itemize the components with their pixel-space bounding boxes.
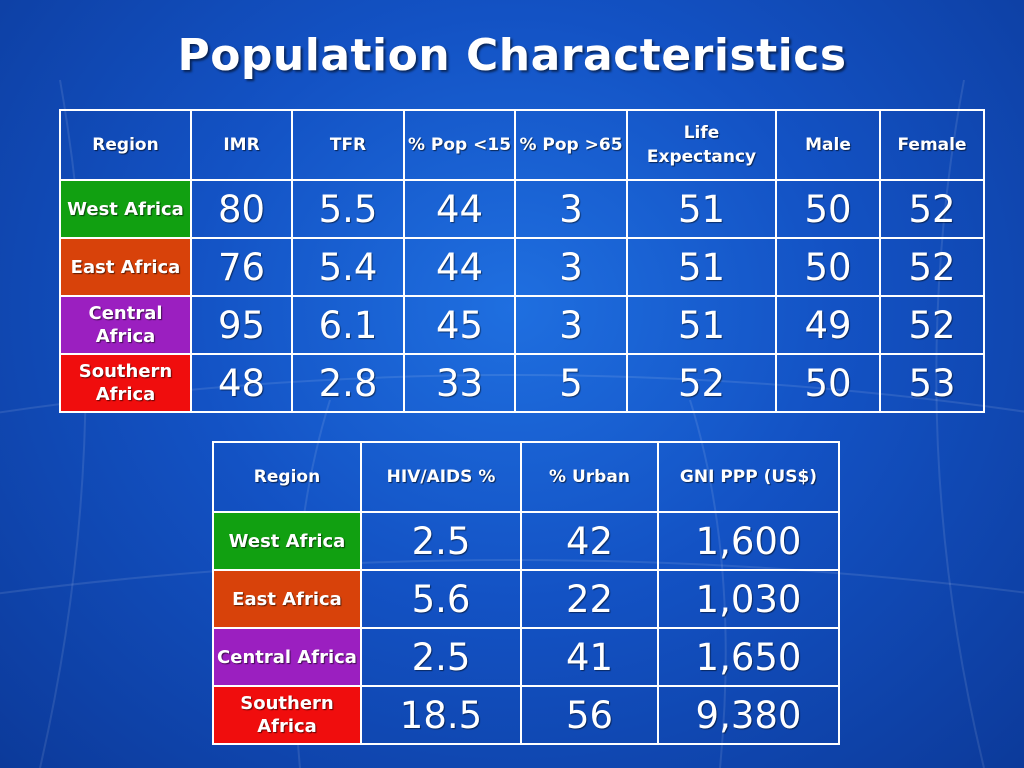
region-cell-southern-africa: Southern Africa <box>212 685 362 745</box>
female-cell: 53 <box>879 353 985 413</box>
header-female: Female <box>879 109 985 181</box>
header-pop-over-65: % Pop >65 <box>514 109 628 181</box>
region-cell-west-africa: West Africa <box>212 511 362 571</box>
imr-cell: 95 <box>190 295 293 355</box>
hiv-aids-cell: 18.5 <box>360 685 522 745</box>
table-row: East Africa 5.6 22 1,030 <box>212 569 840 629</box>
region-cell-southern-africa: Southern Africa <box>59 353 192 413</box>
header-hiv-aids: HIV/AIDS % <box>360 441 522 513</box>
life-expectancy-cell: 51 <box>626 237 777 297</box>
imr-cell: 80 <box>190 179 293 239</box>
table-row: Southern Africa 48 2.8 33 5 52 50 53 <box>59 353 985 413</box>
female-cell: 52 <box>879 179 985 239</box>
header-urban: % Urban <box>520 441 659 513</box>
pop-under-15-cell: 44 <box>403 179 516 239</box>
male-cell: 50 <box>775 179 881 239</box>
tfr-cell: 6.1 <box>291 295 405 355</box>
pop-over-65-cell: 3 <box>514 179 628 239</box>
header-male: Male <box>775 109 881 181</box>
population-table: Region IMR TFR % Pop <15 % Pop >65 Life … <box>59 109 985 413</box>
region-cell-central-africa: Central Africa <box>59 295 192 355</box>
table-row: West Africa 80 5.5 44 3 51 50 52 <box>59 179 985 239</box>
gni-ppp-cell: 1,600 <box>657 511 840 571</box>
table-row: Central Africa 95 6.1 45 3 51 49 52 <box>59 295 985 355</box>
pop-under-15-cell: 45 <box>403 295 516 355</box>
table-row: Central Africa 2.5 41 1,650 <box>212 627 840 687</box>
table-header-row: Region HIV/AIDS % % Urban GNI PPP (US$) <box>212 441 840 513</box>
life-expectancy-cell: 51 <box>626 179 777 239</box>
imr-cell: 48 <box>190 353 293 413</box>
hiv-aids-cell: 2.5 <box>360 511 522 571</box>
header-region: Region <box>59 109 192 181</box>
urban-cell: 42 <box>520 511 659 571</box>
urban-cell: 22 <box>520 569 659 629</box>
economic-health-table: Region HIV/AIDS % % Urban GNI PPP (US$) … <box>212 441 840 745</box>
male-cell: 50 <box>775 353 881 413</box>
region-cell-central-africa: Central Africa <box>212 627 362 687</box>
imr-cell: 76 <box>190 237 293 297</box>
pop-over-65-cell: 3 <box>514 295 628 355</box>
gni-ppp-cell: 1,030 <box>657 569 840 629</box>
pop-under-15-cell: 44 <box>403 237 516 297</box>
tfr-cell: 5.5 <box>291 179 405 239</box>
life-expectancy-cell: 52 <box>626 353 777 413</box>
hiv-aids-cell: 2.5 <box>360 627 522 687</box>
slide-title: Population Characteristics <box>177 30 847 81</box>
pop-under-15-cell: 33 <box>403 353 516 413</box>
table-row: Southern Africa 18.5 56 9,380 <box>212 685 840 745</box>
pop-over-65-cell: 3 <box>514 237 628 297</box>
region-cell-east-africa: East Africa <box>59 237 192 297</box>
female-cell: 52 <box>879 295 985 355</box>
table-row: East Africa 76 5.4 44 3 51 50 52 <box>59 237 985 297</box>
header-life-expectancy: Life Expectancy <box>626 109 777 181</box>
pop-over-65-cell: 5 <box>514 353 628 413</box>
header-gni-ppp: GNI PPP (US$) <box>657 441 840 513</box>
region-cell-east-africa: East Africa <box>212 569 362 629</box>
urban-cell: 56 <box>520 685 659 745</box>
header-imr: IMR <box>190 109 293 181</box>
header-region: Region <box>212 441 362 513</box>
table-header-row: Region IMR TFR % Pop <15 % Pop >65 Life … <box>59 109 985 181</box>
hiv-aids-cell: 5.6 <box>360 569 522 629</box>
gni-ppp-cell: 9,380 <box>657 685 840 745</box>
header-pop-under-15: % Pop <15 <box>403 109 516 181</box>
header-tfr: TFR <box>291 109 405 181</box>
female-cell: 52 <box>879 237 985 297</box>
urban-cell: 41 <box>520 627 659 687</box>
male-cell: 49 <box>775 295 881 355</box>
gni-ppp-cell: 1,650 <box>657 627 840 687</box>
table-row: West Africa 2.5 42 1,600 <box>212 511 840 571</box>
tfr-cell: 2.8 <box>291 353 405 413</box>
male-cell: 50 <box>775 237 881 297</box>
region-cell-west-africa: West Africa <box>59 179 192 239</box>
tfr-cell: 5.4 <box>291 237 405 297</box>
life-expectancy-cell: 51 <box>626 295 777 355</box>
